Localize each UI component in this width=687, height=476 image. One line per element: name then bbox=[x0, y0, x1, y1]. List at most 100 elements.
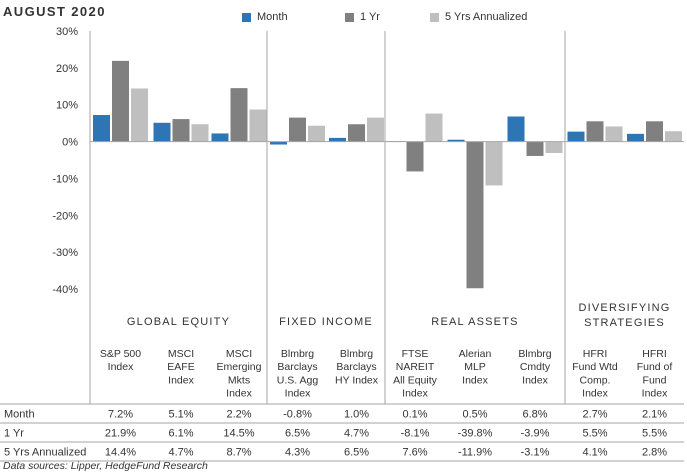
bar-month bbox=[93, 115, 110, 142]
bar-month bbox=[567, 131, 585, 142]
table-cell-value: 1.0% bbox=[344, 409, 369, 421]
group-name-label: GLOBAL EQUITY bbox=[127, 316, 230, 328]
category-label: Index bbox=[168, 374, 194, 386]
category-label: Index bbox=[522, 374, 548, 386]
data-source-note: Data sources: Lipper, HedgeFund Research bbox=[3, 460, 208, 472]
table-cell-value: 4.7% bbox=[344, 428, 369, 440]
bar-5-yrs-annualized bbox=[191, 124, 209, 142]
table-cell-value: 2.7% bbox=[582, 409, 607, 421]
table-row-label: 5 Yrs Annualized bbox=[4, 447, 86, 459]
table-cell-value: 6.5% bbox=[285, 428, 310, 440]
category-label: MSCI bbox=[168, 348, 194, 360]
legend-label-1yr: 1 Yr bbox=[360, 11, 380, 23]
table-cell-value: 4.3% bbox=[285, 447, 310, 459]
table-row-label: 1 Yr bbox=[4, 428, 24, 440]
category-label: Mkts bbox=[228, 374, 250, 386]
bar-month bbox=[507, 116, 525, 142]
bar-5-yrs-annualized bbox=[545, 141, 563, 153]
category-label: Index bbox=[226, 388, 252, 400]
table-cell-value: 7.6% bbox=[402, 447, 427, 459]
category-label: S&P 500 bbox=[100, 348, 141, 360]
table-cell-value: 0.5% bbox=[462, 409, 487, 421]
table-cell-value: -3.9% bbox=[521, 428, 550, 440]
category-label: Index bbox=[462, 374, 488, 386]
table-cell-value: 6.5% bbox=[344, 447, 369, 459]
group-name-label: FIXED INCOME bbox=[279, 316, 373, 328]
table-cell-value: 2.1% bbox=[642, 409, 667, 421]
table-cell-value: 5.1% bbox=[168, 409, 193, 421]
y-tick-label: -30% bbox=[52, 247, 78, 259]
category-label: Index bbox=[285, 388, 311, 400]
y-tick-label: 10% bbox=[56, 100, 78, 112]
bar-1-yr bbox=[112, 60, 129, 142]
table-cell-value: 21.9% bbox=[105, 428, 136, 440]
category-label: HFRI bbox=[642, 348, 667, 360]
chart-title: AUGUST 2020 bbox=[3, 4, 106, 19]
category-label: U.S. Agg bbox=[277, 374, 319, 386]
category-label: Barclays bbox=[336, 361, 376, 373]
category-label: Cmdty bbox=[520, 361, 551, 373]
bar-month bbox=[447, 139, 465, 142]
category-label: Index bbox=[402, 388, 428, 400]
table-cell-value: 14.4% bbox=[105, 447, 136, 459]
category-label: Blmbrg bbox=[281, 348, 314, 360]
bar-1-yr bbox=[466, 141, 484, 289]
y-tick-label: 30% bbox=[56, 26, 78, 38]
bar-month bbox=[211, 133, 229, 142]
bar-month bbox=[153, 122, 171, 142]
category-label: Emerging bbox=[217, 361, 262, 373]
category-label: FTSE bbox=[402, 348, 429, 360]
category-label: EAFE bbox=[167, 361, 194, 373]
table-cell-value: -3.1% bbox=[521, 447, 550, 459]
category-label: HFRI bbox=[583, 348, 608, 360]
legend-swatch-5yr bbox=[430, 12, 439, 22]
category-label: Barclays bbox=[277, 361, 317, 373]
bar-5-yrs-annualized bbox=[605, 126, 623, 142]
table-cell-value: 4.7% bbox=[168, 447, 193, 459]
bar-month bbox=[329, 137, 346, 142]
table-cell-value: 7.2% bbox=[108, 409, 133, 421]
category-label: MSCI bbox=[226, 348, 252, 360]
y-tick-label: -10% bbox=[52, 173, 78, 185]
table-cell-value: -0.8% bbox=[283, 409, 312, 421]
table-cell-value: 2.8% bbox=[642, 447, 667, 459]
bar-month bbox=[270, 141, 287, 145]
category-label: Fund of bbox=[637, 361, 673, 373]
bar-1-yr bbox=[289, 117, 306, 142]
bar-1-yr bbox=[230, 88, 248, 142]
category-label: Comp. bbox=[580, 374, 611, 386]
bar-5-yrs-annualized bbox=[131, 88, 148, 142]
bar-5-yrs-annualized bbox=[249, 109, 267, 142]
group-name-label: DIVERSIFYING bbox=[578, 302, 670, 314]
bar-1-yr bbox=[526, 141, 544, 156]
table-cell-value: 5.5% bbox=[642, 428, 667, 440]
bar-5-yrs-annualized bbox=[308, 125, 325, 142]
table-cell-value: -39.8% bbox=[458, 428, 493, 440]
category-label: Blmbrg bbox=[340, 348, 373, 360]
bar-5-yrs-annualized bbox=[665, 131, 682, 142]
table-cell-value: -11.9% bbox=[458, 447, 492, 459]
category-label: Index bbox=[108, 361, 134, 373]
legend-item-month: Month bbox=[242, 10, 288, 24]
table-cell-value: 6.1% bbox=[168, 428, 193, 440]
category-label: Blmbrg bbox=[518, 348, 551, 360]
category-label: Alerian bbox=[459, 348, 492, 360]
legend-item-1yr: 1 Yr bbox=[345, 10, 380, 24]
category-label: Index bbox=[582, 388, 608, 400]
bar-5-yrs-annualized bbox=[485, 141, 503, 186]
y-tick-label: 20% bbox=[56, 63, 78, 75]
bar-month bbox=[627, 133, 644, 142]
category-label: HY Index bbox=[335, 374, 379, 386]
category-label: Fund Wtd bbox=[572, 361, 618, 373]
bar-1-yr bbox=[348, 124, 365, 142]
bar-1-yr bbox=[646, 121, 663, 142]
y-tick-label: -20% bbox=[52, 210, 78, 222]
category-label: Fund bbox=[643, 374, 667, 386]
table-cell-value: -8.1% bbox=[401, 428, 430, 440]
bar-1-yr bbox=[586, 121, 604, 142]
table-cell-value: 8.7% bbox=[226, 447, 251, 459]
table-cell-value: 14.5% bbox=[223, 428, 254, 440]
category-label: NAREIT bbox=[396, 361, 435, 373]
bar-1-yr bbox=[172, 119, 190, 142]
